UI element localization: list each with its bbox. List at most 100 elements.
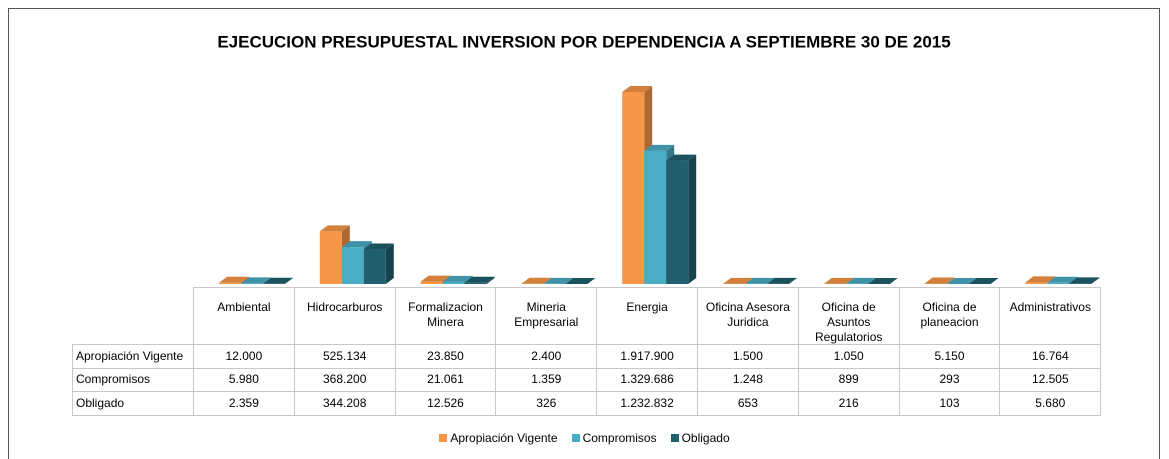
table-cell: 1.500: [697, 344, 799, 369]
bar-side: [285, 277, 293, 284]
bar-top: [263, 277, 293, 284]
table-cell: 5.150: [898, 344, 1001, 369]
legend: Apropiación Vigente Compromisos Obligado: [0, 431, 1169, 445]
table-row-label: Apropiación Vigente: [72, 344, 194, 369]
bar-front: [341, 247, 364, 284]
table-cell: 293: [898, 367, 1001, 392]
table-cell: 23.850: [394, 344, 497, 369]
bar: [924, 277, 955, 284]
legend-item: Obligado: [670, 431, 730, 445]
bar-side: [688, 154, 697, 284]
table-cell: 5.980: [193, 367, 295, 392]
bar-front: [924, 283, 947, 284]
table-cell: 12.000: [193, 344, 295, 369]
table-header-cell: Mineria Empresarial: [495, 287, 598, 345]
bar-side: [1091, 277, 1100, 284]
bar-front: [219, 282, 241, 284]
legend-swatch: [439, 434, 448, 442]
table-cell: 2.400: [495, 344, 598, 369]
table-cell: 344.208: [293, 391, 396, 416]
bar-side: [385, 243, 394, 284]
bar-front: [420, 281, 443, 284]
table-cell: 525.134: [293, 344, 396, 369]
bar: [1069, 277, 1100, 284]
bar-top: [319, 225, 350, 232]
bar-front: [644, 150, 667, 284]
bar-top: [924, 277, 955, 284]
bar-side: [789, 277, 797, 284]
bar-top: [219, 276, 249, 283]
bar: [968, 277, 999, 284]
bar-top: [363, 243, 394, 250]
bar: [363, 243, 394, 284]
legend-swatch: [670, 434, 679, 442]
bar-top: [644, 144, 675, 151]
bar-side: [990, 277, 999, 284]
bar-side: [565, 277, 574, 284]
bar: [565, 277, 596, 284]
legend-label: Compromisos: [582, 431, 657, 445]
chart-title: EJECUCION PRESUPUESTAL INVERSION POR DEP…: [217, 32, 950, 51]
table-cell: 12.526: [394, 391, 497, 416]
chart-frame: [8, 8, 1160, 459]
table-cell: 12.505: [999, 367, 1102, 392]
bar-top: [946, 277, 977, 284]
table-cell: 21.061: [394, 367, 497, 392]
table-cell: 5.680: [999, 391, 1102, 416]
table-cell: 653: [697, 391, 799, 416]
bar-front: [241, 283, 263, 284]
bar-side: [867, 277, 876, 284]
bar-top: [543, 277, 574, 284]
bar-top: [867, 277, 898, 284]
table-cell: 103: [898, 391, 1001, 416]
bar-top: [241, 277, 271, 284]
bar-top: [464, 276, 495, 283]
bar: [263, 277, 293, 284]
bar-top: [420, 275, 451, 282]
bar-top: [968, 277, 999, 284]
bar-top: [1025, 276, 1056, 283]
table-cell: 2.359: [193, 391, 295, 416]
table-cell: 1.917.900: [596, 344, 698, 369]
table-header-cell: Energia: [596, 287, 698, 345]
bar-front: [622, 92, 645, 284]
bar-top: [745, 277, 775, 284]
table-cell: 1.232.832: [596, 391, 698, 416]
bar-top: [666, 154, 697, 161]
table-cell: 1.248: [697, 367, 799, 392]
bar-front: [442, 281, 465, 284]
bar-top: [723, 277, 753, 284]
table-cell: 1.329.686: [596, 367, 698, 392]
table-header-cell: Oficina de planeacion: [898, 287, 1001, 345]
bar: [867, 277, 898, 284]
bar-top: [341, 241, 372, 248]
bar-top: [845, 277, 876, 284]
legend-swatch: [571, 434, 580, 442]
bar-front: [363, 249, 386, 284]
legend-label: Obligado: [681, 431, 730, 445]
table-cell: 899: [797, 367, 900, 392]
bar-side: [486, 276, 495, 284]
bar-top: [767, 277, 797, 284]
bar-front: [1025, 282, 1048, 284]
legend-label: Apropiación Vigente: [450, 431, 558, 445]
bar-top: [565, 277, 596, 284]
table-cell: 216: [797, 391, 900, 416]
legend-item: Compromisos: [571, 431, 657, 445]
table-row-label: Compromisos: [72, 367, 194, 392]
bar-top: [521, 277, 552, 284]
table-header-cell: Oficina de Asuntos Regulatorios: [797, 287, 900, 345]
bar-front: [666, 160, 689, 284]
table-header-cell: Oficina Asesora Juridica: [697, 287, 799, 345]
bar: [464, 276, 495, 284]
table-cell: 1.050: [797, 344, 900, 369]
table-header-cell: Formalizacion Minera: [394, 287, 497, 345]
bar-front: [1069, 283, 1092, 284]
bar: [543, 277, 574, 284]
table-cell: 326: [495, 391, 598, 416]
bar-front: [319, 231, 342, 284]
bar-front: [464, 282, 487, 284]
bar: [845, 277, 876, 284]
